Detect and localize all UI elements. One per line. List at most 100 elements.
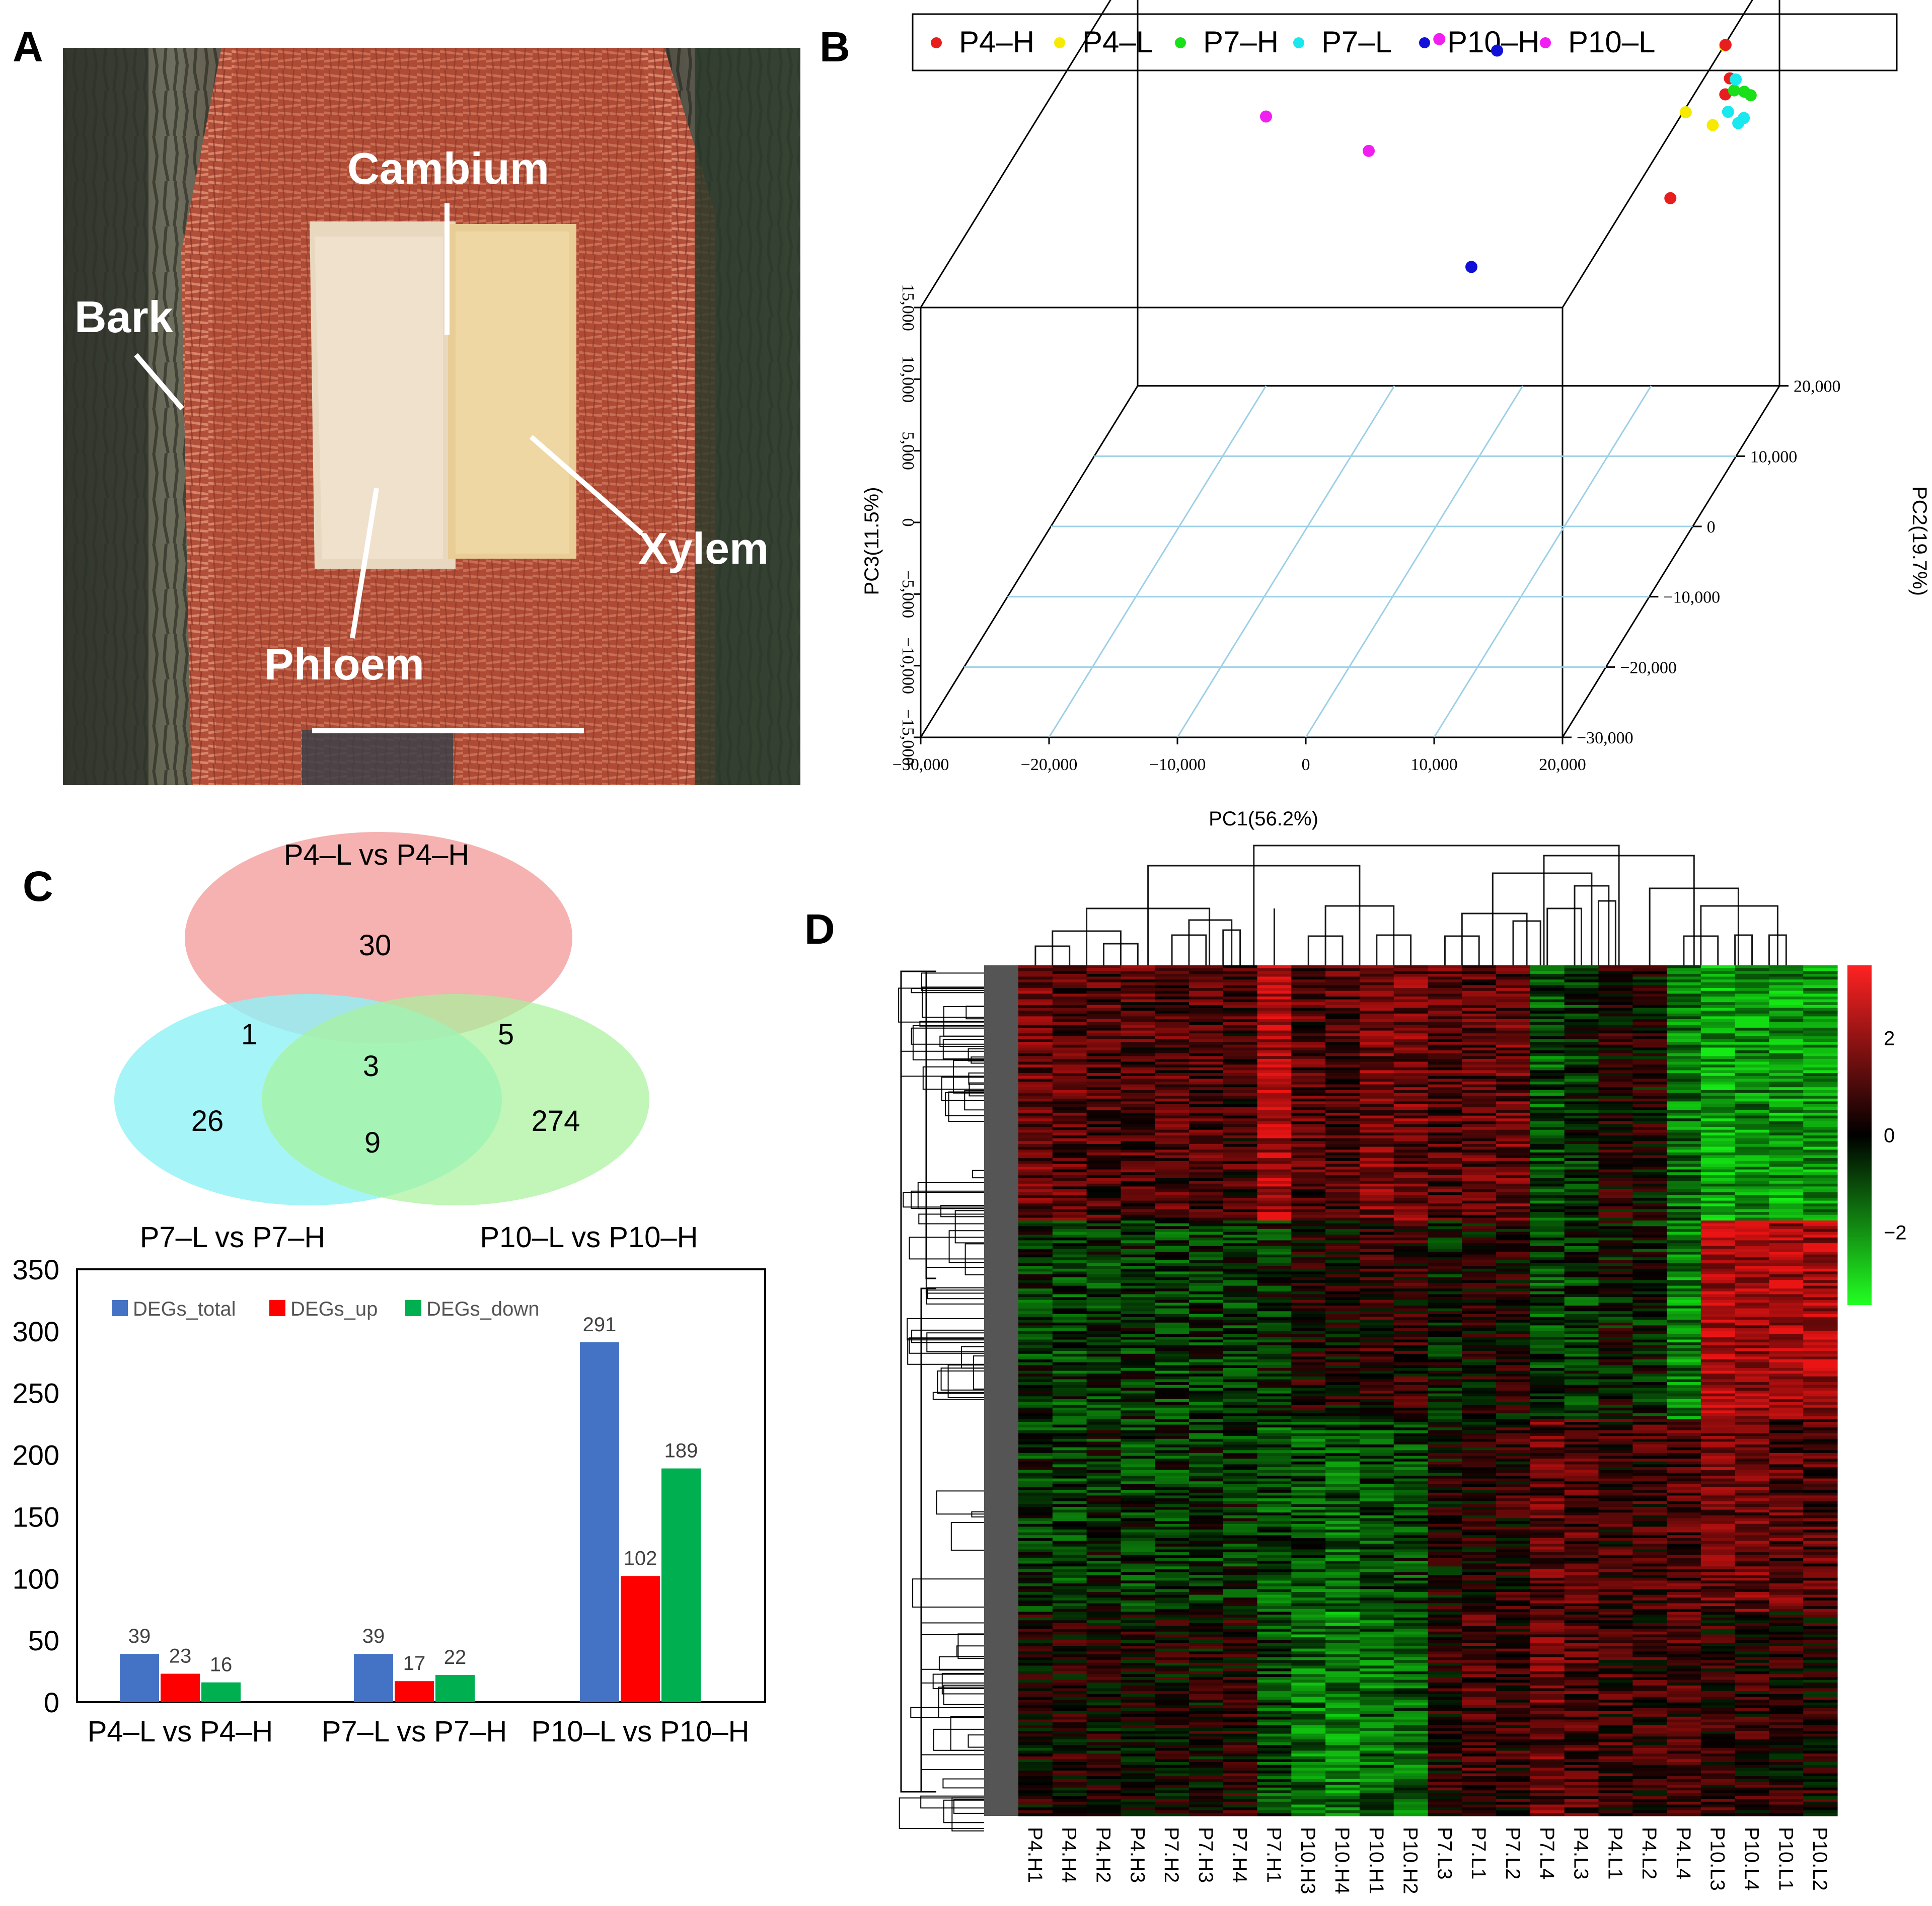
heatmap-cell [1325, 1348, 1360, 1351]
heatmap-cell [1598, 1164, 1633, 1167]
heatmap-cell [1462, 1178, 1497, 1181]
heatmap-cell [1700, 1252, 1736, 1255]
heatmap-cell [1325, 1288, 1360, 1292]
heatmap-cell [1018, 1246, 1053, 1249]
heatmap-cell [1018, 1115, 1053, 1119]
heatmap-cell [1257, 1367, 1292, 1371]
heatmap-cell [1428, 1203, 1462, 1207]
heatmap-cell [1769, 1291, 1804, 1294]
heatmap-cell [1530, 990, 1565, 994]
heatmap-cell [1598, 1112, 1633, 1116]
heatmap-cell [1052, 1456, 1087, 1459]
heatmap-cell [1530, 1385, 1565, 1388]
heatmap-cell [1393, 1306, 1429, 1309]
heatmap-cell [1496, 1172, 1531, 1176]
heatmap-cell [1189, 1504, 1224, 1507]
heatmap-cell [1598, 1348, 1633, 1351]
heatmap-cell [1018, 1254, 1053, 1258]
heatmap-cell [1496, 1291, 1531, 1294]
heatmap-cell [1598, 1058, 1633, 1062]
heatmap-cell [1018, 1359, 1053, 1363]
heatmap-cell [1598, 1388, 1633, 1391]
heatmap-cell [1189, 1161, 1224, 1164]
heatmap-cell [1428, 1274, 1462, 1278]
heatmap-cell [1632, 979, 1667, 983]
heatmap-cell [1086, 1407, 1121, 1411]
heatmap-cell [1121, 1209, 1155, 1212]
heatmap-cell [1121, 1512, 1155, 1516]
heatmap-cell [1223, 1079, 1258, 1082]
heatmap-cell [1086, 1379, 1121, 1383]
heatmap-cell [1086, 1492, 1121, 1496]
heatmap-cell [1121, 1192, 1155, 1195]
heatmap-cell [1735, 1453, 1769, 1457]
heatmap-cell [1530, 1150, 1565, 1153]
heatmap-cell [1325, 1209, 1360, 1212]
heatmap-cell [1462, 1025, 1497, 1028]
heatmap-cell [1428, 1056, 1462, 1059]
heatmap-cell [1121, 1013, 1155, 1017]
heatmap-cell [1735, 1416, 1769, 1419]
heatmap-cell [1189, 1112, 1224, 1116]
heatmap-cell [1155, 1492, 1190, 1496]
heatmap-cell [1121, 1226, 1155, 1230]
heatmap-cell [1052, 1243, 1087, 1247]
heatmap-cell [1121, 1169, 1155, 1173]
heatmap-cell [1018, 1518, 1053, 1521]
heatmap-cell [1632, 1175, 1667, 1179]
row-dendrogram-link [921, 1668, 984, 1684]
heatmap-cell [1291, 1263, 1326, 1266]
heatmap-cell [1462, 1376, 1497, 1380]
heatmap-cell [1052, 1391, 1087, 1394]
heatmap-cell [1803, 1288, 1838, 1292]
heatmap-cell [1086, 1013, 1121, 1017]
heatmap-cell [1223, 1067, 1258, 1071]
heatmap-cell [1700, 1478, 1736, 1482]
heatmap-cell [1700, 1382, 1736, 1386]
heatmap-cell [1428, 1345, 1462, 1349]
heatmap-cell [1257, 1005, 1292, 1009]
heatmap-cell [1564, 1416, 1599, 1419]
heatmap-cell [1155, 1345, 1190, 1349]
heatmap-cell [1598, 1110, 1633, 1113]
heatmap-cell [1189, 1027, 1224, 1031]
row-dendrogram-link [948, 1091, 984, 1122]
heatmap-cell [1462, 1112, 1497, 1116]
heatmap-cell [1803, 1036, 1838, 1039]
heatmap-cell [1155, 1294, 1190, 1298]
heatmap-cell [1052, 1322, 1087, 1326]
heatmap-cell [1462, 1058, 1497, 1062]
heatmap-cell [1359, 1424, 1394, 1428]
heatmap-cell [1325, 1223, 1360, 1227]
heatmap-cell [1223, 1430, 1258, 1434]
heatmap-cell [1359, 1374, 1394, 1377]
heatmap-cell [1018, 1274, 1053, 1278]
heatmap-cell [1155, 1025, 1190, 1028]
heatmap-cell [1052, 1076, 1087, 1079]
heatmap-cell [1462, 965, 1497, 969]
heatmap-cell [1598, 1025, 1633, 1028]
heatmap-cell [1121, 1470, 1155, 1473]
heatmap-cell [1086, 1382, 1121, 1386]
heatmap-cell [1393, 1195, 1429, 1198]
heatmap-cell [1667, 1393, 1701, 1397]
heatmap-cell [1121, 1042, 1155, 1045]
heatmap-cell [1086, 1254, 1121, 1258]
heatmap-cell [1018, 1374, 1053, 1377]
heatmap-cell [1803, 1436, 1838, 1439]
heatmap-cell [1052, 1438, 1087, 1442]
heatmap-cell [1735, 1183, 1769, 1187]
heatmap-cell [1359, 1178, 1394, 1181]
heatmap-cell [1325, 1444, 1360, 1448]
heatmap-cell [1052, 1481, 1087, 1485]
heatmap-cell [1598, 1453, 1633, 1457]
heatmap-cell [1291, 1044, 1326, 1048]
heatmap-cell [1803, 1167, 1838, 1170]
heatmap-cell [1530, 973, 1565, 977]
heatmap-cell [1359, 1430, 1394, 1434]
heatmap-cell [1223, 1246, 1258, 1249]
heatmap-cell [1121, 1308, 1155, 1312]
heatmap-cell [1564, 1521, 1599, 1524]
heatmap-cell [1667, 1164, 1701, 1167]
heatmap-cell [1018, 1186, 1053, 1190]
